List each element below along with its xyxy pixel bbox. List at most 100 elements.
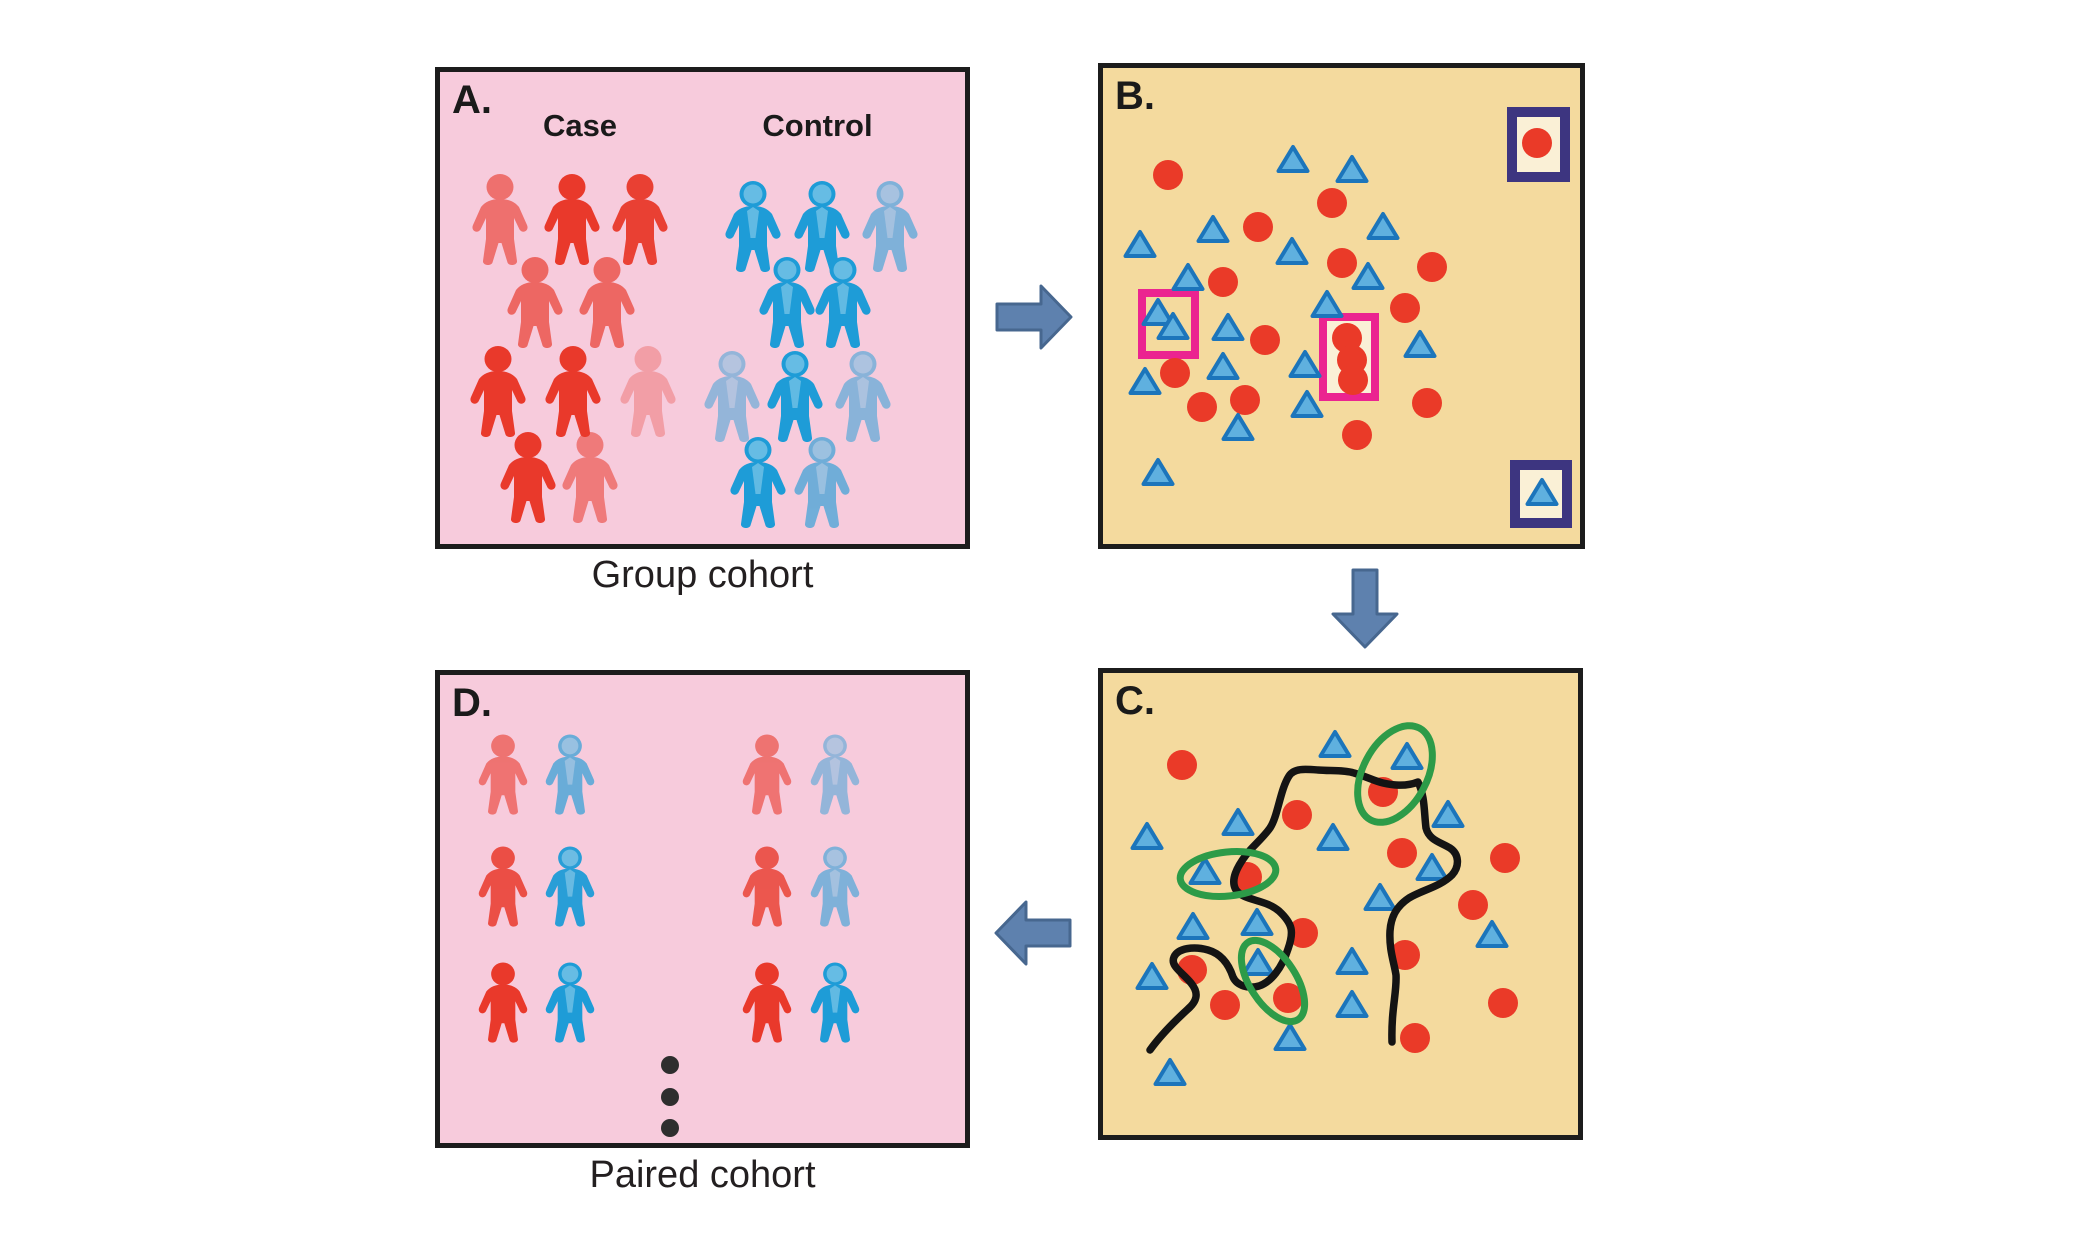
control-point-triangle-icon [1211, 313, 1245, 341]
panel-c-matching: C. [1098, 668, 1583, 1140]
paired-control-person-icon [810, 846, 860, 927]
control-point-triangle-icon [1196, 215, 1230, 243]
control-point-triangle-icon [1431, 800, 1465, 828]
case-point-circle-icon [1153, 160, 1183, 190]
case-person-icon [507, 257, 563, 349]
control-person-icon [730, 437, 786, 529]
panel-d-label: D. [452, 681, 492, 725]
case-point-circle-icon [1273, 983, 1303, 1013]
control-point-triangle-icon [1335, 947, 1369, 975]
case-point-circle-icon [1400, 1023, 1430, 1053]
control-point-triangle-icon [1290, 390, 1324, 418]
case-point-circle-icon [1187, 392, 1217, 422]
control-person-icon [704, 351, 760, 443]
control-point-triangle-icon [1390, 742, 1424, 770]
ellipsis-dot [661, 1088, 679, 1106]
control-person-icon [862, 181, 918, 273]
panel-c-label: C. [1115, 679, 1155, 723]
paired-control-person-icon [810, 734, 860, 815]
case-person-icon [470, 346, 526, 438]
case-point-circle-icon [1327, 248, 1357, 278]
panel-d-paired-cohort: D. [435, 670, 970, 1148]
panel-a-label: A. [452, 78, 492, 122]
case-point-circle-icon [1488, 988, 1518, 1018]
panel-b-figure [1123, 107, 1572, 528]
paired-case-person-icon [478, 734, 528, 815]
control-point-triangle-icon [1415, 853, 1449, 881]
control-point-triangle-icon [1310, 290, 1344, 318]
panel-c-figure [1130, 722, 1520, 1086]
control-person-icon [759, 257, 815, 349]
control-point-triangle-icon [1156, 312, 1190, 340]
control-point-triangle-icon [1221, 413, 1255, 441]
case-point-circle-icon [1412, 388, 1442, 418]
control-point-triangle-icon [1130, 822, 1164, 850]
control-point-triangle-icon [1475, 920, 1509, 948]
matched-pair-ellipse-green [1354, 722, 1436, 826]
paired-control-person-icon [545, 962, 595, 1043]
case-point-circle-icon [1167, 750, 1197, 780]
control-point-triangle-icon [1351, 262, 1385, 290]
case-point-circle-icon [1210, 990, 1240, 1020]
control-point-triangle-icon [1335, 990, 1369, 1018]
case-point-circle-icon [1458, 890, 1488, 920]
control-point-triangle-icon [1135, 962, 1169, 990]
control-person-icon [794, 181, 850, 273]
group-cohort-caption: Group cohort [591, 554, 814, 596]
case-point-circle-icon [1390, 940, 1420, 970]
case-point-circle-icon [1208, 267, 1238, 297]
control-point-triangle-icon [1363, 883, 1397, 911]
case-point-circle-icon [1390, 293, 1420, 323]
case-point-circle-icon [1338, 365, 1368, 395]
control-point-triangle-icon [1171, 263, 1205, 291]
paired-case-person-icon [478, 846, 528, 927]
control-group-title: Control [762, 108, 873, 143]
case-person-icon [562, 432, 618, 524]
panel-d-figure [478, 734, 860, 1137]
paired-cohort-caption: Paired cohort [589, 1154, 816, 1196]
paired-case-person-icon [478, 962, 528, 1043]
case-person-icon [545, 346, 601, 438]
control-point-triangle-icon [1288, 350, 1322, 378]
case-point-circle-icon [1490, 843, 1520, 873]
case-point-circle-icon [1160, 358, 1190, 388]
control-person-icon [815, 257, 871, 349]
control-person-icon [835, 351, 891, 443]
control-point-triangle-icon [1188, 857, 1222, 885]
paired-control-person-icon [545, 734, 595, 815]
case-person-icon [500, 432, 556, 524]
control-point-triangle-icon [1206, 352, 1240, 380]
panel-b-label: B. [1115, 74, 1155, 118]
case-point-circle-icon [1230, 385, 1260, 415]
case-point-circle-icon [1250, 325, 1280, 355]
control-point-triangle-icon [1241, 948, 1275, 976]
control-point-triangle-icon [1176, 912, 1210, 940]
control-point-triangle-icon [1153, 1058, 1187, 1086]
paired-control-person-icon [810, 962, 860, 1043]
paired-control-person-icon [545, 846, 595, 927]
case-person-icon [620, 346, 676, 438]
control-point-triangle-icon [1335, 155, 1369, 183]
ellipsis-dot [661, 1119, 679, 1137]
control-point-triangle-icon [1403, 330, 1437, 358]
case-point-circle-icon [1522, 128, 1552, 158]
matched-pair-ellipse-green [1176, 848, 1280, 900]
paired-case-person-icon [742, 846, 792, 927]
control-point-triangle-icon [1366, 212, 1400, 240]
control-point-triangle-icon [1276, 145, 1310, 173]
case-point-circle-icon [1387, 838, 1417, 868]
control-point-triangle-icon [1240, 908, 1274, 936]
case-person-icon [472, 174, 528, 266]
case-point-circle-icon [1317, 188, 1347, 218]
control-point-triangle-icon [1123, 230, 1157, 258]
arrow-left-icon [994, 900, 1072, 966]
control-point-triangle-icon [1318, 730, 1352, 758]
case-point-circle-icon [1282, 800, 1312, 830]
panel-a-group-cohort: A. Case Control [435, 67, 970, 549]
arrow-right-icon [995, 284, 1073, 350]
case-point-circle-icon [1417, 252, 1447, 282]
control-point-triangle-icon [1128, 367, 1162, 395]
control-person-icon [794, 437, 850, 529]
panel-b-scatter: B. [1098, 63, 1585, 549]
case-point-circle-icon [1288, 918, 1318, 948]
